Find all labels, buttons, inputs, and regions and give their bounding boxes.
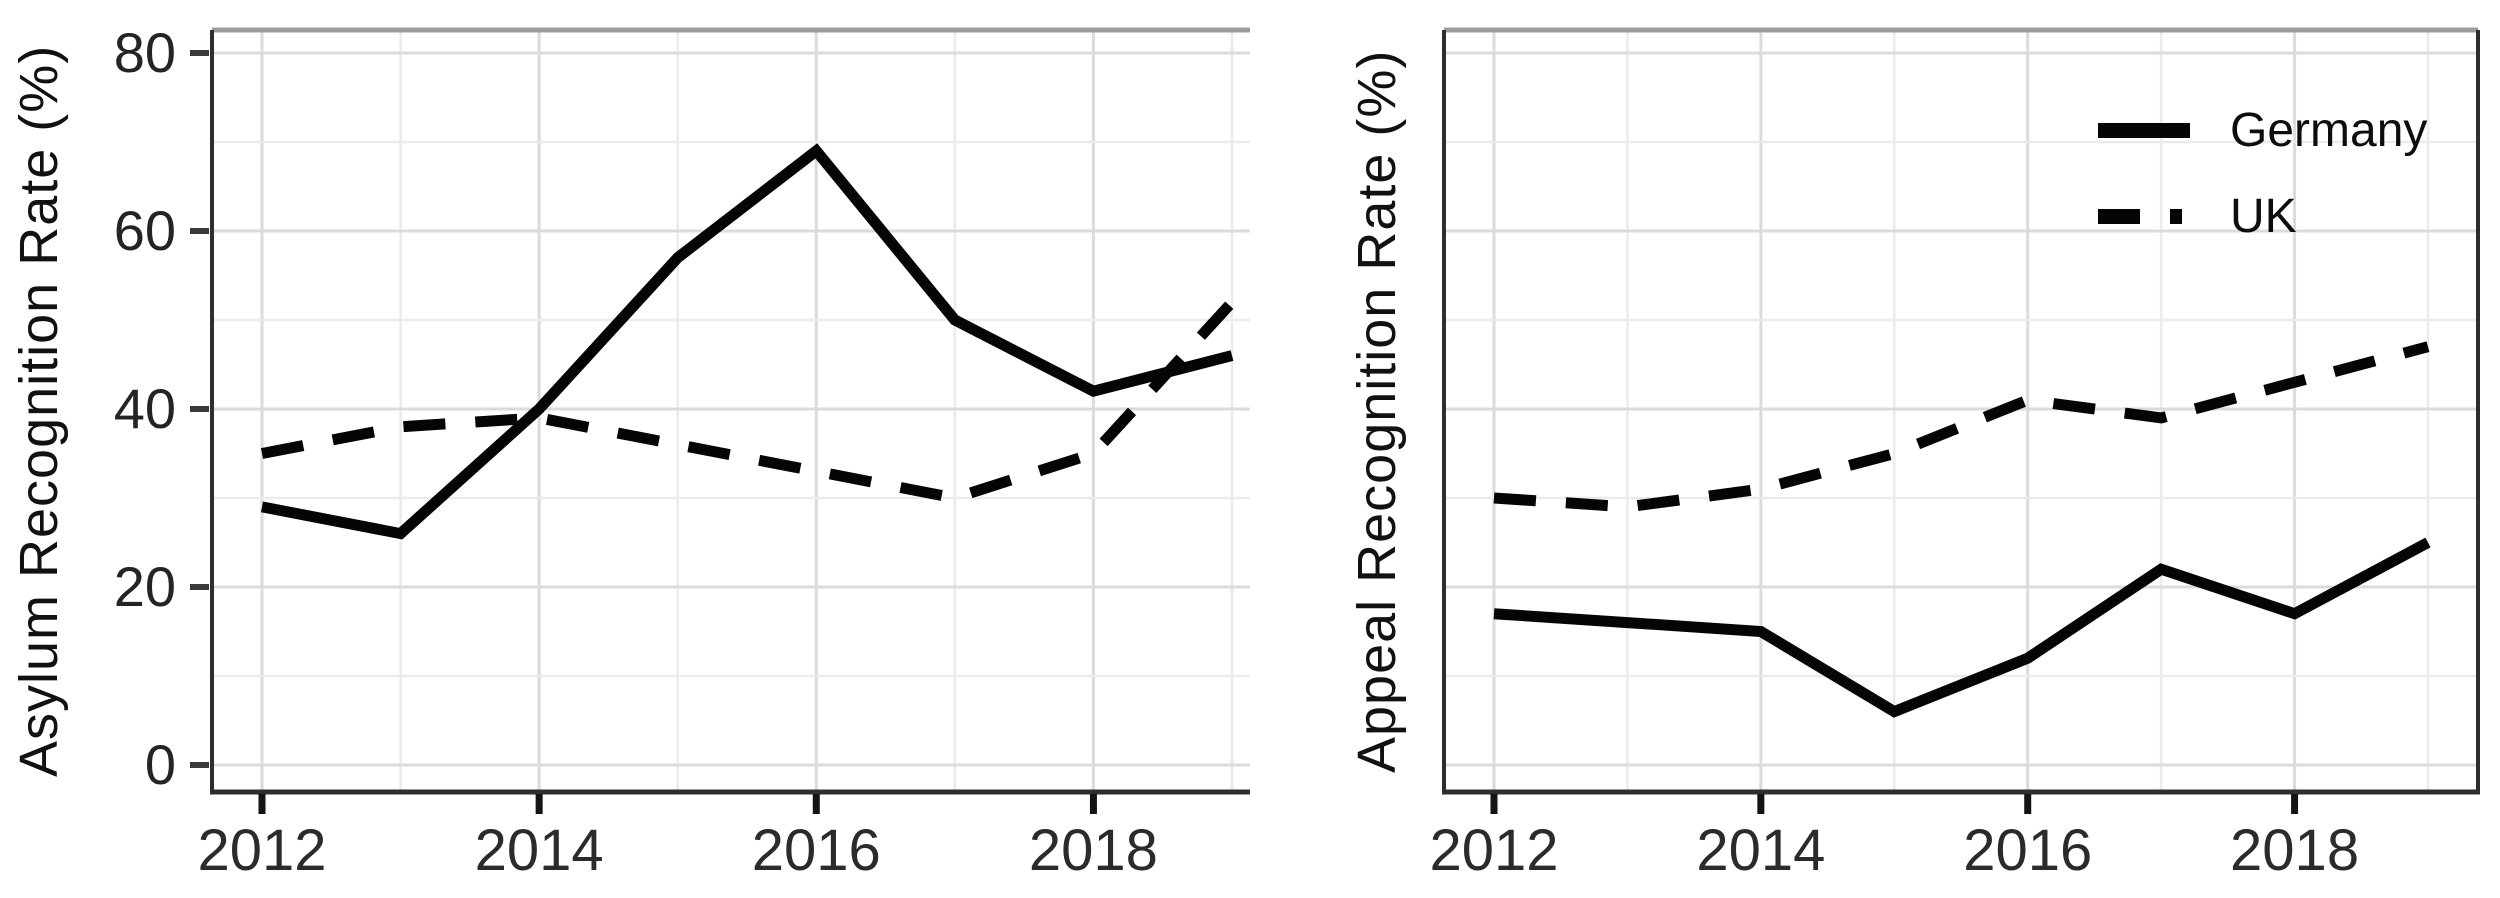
germany-solid-line — [260, 143, 1234, 540]
appeal-chart-panel: Appeal Recognition Rate (%) 2012 2014 2016… — [1250, 0, 2500, 898]
x-tick-label: 2014 — [1696, 818, 1825, 883]
legend-item-uk: UK — [2098, 189, 2427, 243]
y-tick-label: 0 — [145, 733, 176, 796]
x-tick-label: 2018 — [2230, 818, 2359, 883]
uk-dashed-line — [1493, 341, 2430, 513]
uk-dashed-line-swatch — [2098, 208, 2190, 224]
x-tick-label: 2012 — [197, 818, 326, 883]
x-tick-label: 2018 — [1029, 818, 1158, 883]
appeal-chart-svg: 2012 2014 2016 2018 — [1429, 27, 2480, 883]
uk-dashed-line — [260, 298, 1237, 504]
legend-item-germany: Germany — [2098, 103, 2428, 157]
x-tick-label: 2016 — [752, 818, 881, 883]
legend: Germany UK — [2098, 104, 2427, 276]
x-tick-label: 2016 — [1963, 818, 2092, 883]
y-tick-label: 40 — [114, 377, 176, 440]
germany-solid-line-swatch — [2098, 122, 2190, 138]
legend-label-germany: Germany — [2230, 103, 2428, 157]
x-tick-label: 2014 — [475, 818, 604, 883]
y-tick-label: 80 — [114, 21, 176, 84]
legend-label-uk: UK — [2230, 189, 2297, 243]
asylum-chart-panel: Asylum Recognition Rate (%) 0 20 40 60 80 201… — [9, 21, 1250, 883]
germany-solid-line — [1493, 537, 2431, 718]
y-tick-label: 20 — [114, 555, 176, 618]
x-tick-label: 2012 — [1429, 818, 1558, 883]
y-tick-label: 60 — [114, 199, 176, 262]
asylum-chart-svg: 0 20 40 60 80 2012 2014 2016 2018 — [114, 21, 1250, 883]
